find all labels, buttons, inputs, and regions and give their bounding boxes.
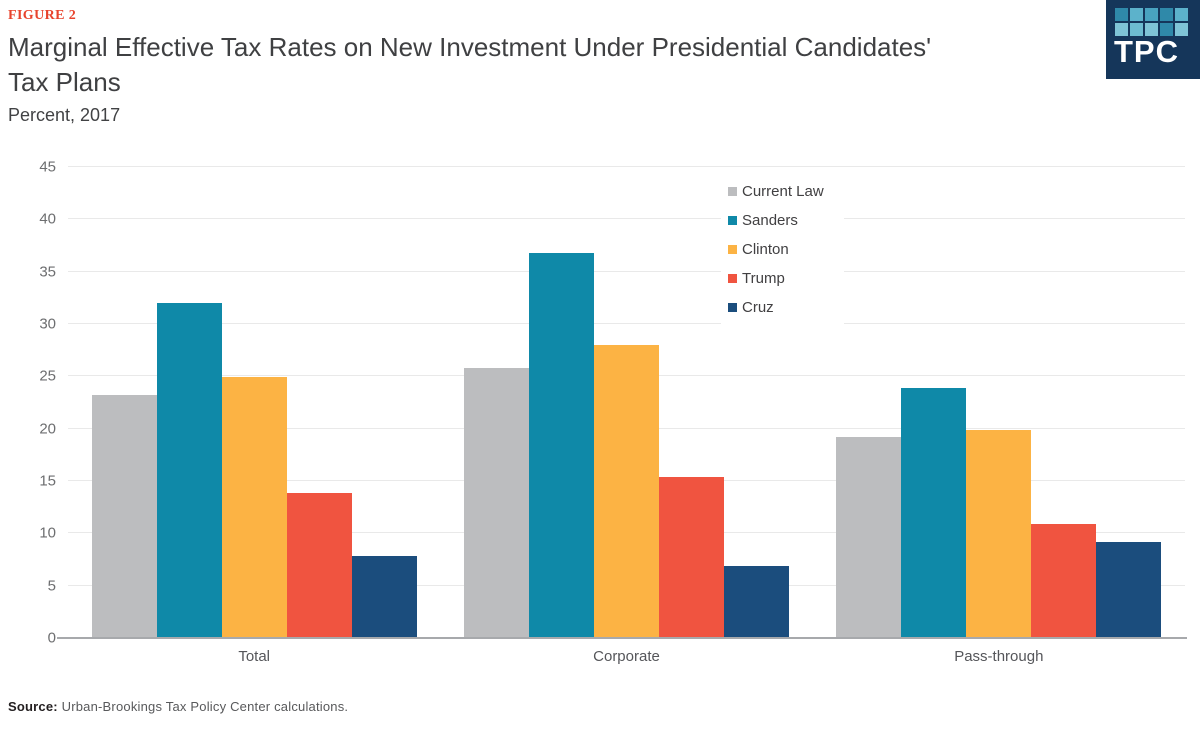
units-subtitle: Percent, 2017	[8, 105, 121, 126]
bar-cruz-total	[351, 556, 417, 638]
bar-trump-total	[286, 492, 352, 638]
bar-sanders-total	[156, 303, 222, 638]
tpc-logo: TPC	[1106, 0, 1200, 79]
legend-label: Cruz	[742, 299, 774, 316]
x-axis-labels: Total Corporate Pass-through	[68, 648, 1185, 665]
y-axis-tick-label: 30	[39, 315, 56, 333]
legend-marker-current-law	[728, 187, 737, 196]
gridline	[68, 323, 1185, 325]
y-axis-tick-label: 5	[47, 577, 56, 595]
tpc-logo-square	[1115, 23, 1128, 36]
tpc-logo-square	[1145, 8, 1158, 21]
x-axis-line	[57, 637, 1187, 639]
plot-area: Current Law Sanders Clinton Trump Cruz	[57, 166, 1187, 639]
x-axis-label-corporate: Corporate	[593, 648, 660, 665]
gridline	[68, 270, 1185, 272]
gridline	[68, 218, 1185, 220]
legend-item-cruz: Cruz	[728, 293, 824, 322]
bar-groups	[68, 167, 1185, 638]
bar-group-total	[68, 167, 440, 638]
bar-clinton-corporate	[593, 344, 659, 638]
y-axis-labels: 0 5 10 15 20 25 30 35 40 45	[0, 159, 56, 647]
legend-label: Trump	[742, 270, 785, 287]
bar-clinton-pass-through	[966, 429, 1032, 638]
y-axis-tick-label: 15	[39, 472, 56, 490]
legend-label: Current Law	[742, 183, 824, 200]
legend-marker-sanders	[728, 216, 737, 225]
tpc-logo-square	[1145, 23, 1158, 36]
y-axis-tick-label: 35	[39, 263, 56, 281]
x-axis-label-pass-through: Pass-through	[954, 648, 1044, 665]
bar-trump-pass-through	[1031, 523, 1097, 638]
source-text: Urban-Brookings Tax Policy Center calcul…	[61, 699, 349, 714]
tpc-logo-square	[1130, 23, 1143, 36]
legend: Current Law Sanders Clinton Trump Cruz	[721, 172, 844, 327]
source-note: Source: Urban-Brookings Tax Policy Cente…	[8, 699, 348, 714]
legend-marker-clinton	[728, 245, 737, 254]
tpc-logo-text: TPC	[1114, 34, 1179, 69]
y-axis-tick-label: 20	[39, 420, 56, 438]
legend-item-current-law: Current Law	[728, 177, 824, 206]
tpc-logo-square	[1115, 8, 1128, 21]
tpc-logo-square	[1175, 23, 1188, 36]
figure-label: FIGURE 2	[8, 8, 77, 23]
bar-current-law-corporate	[463, 367, 529, 638]
y-axis-tick-label: 25	[39, 367, 56, 385]
legend-label: Sanders	[742, 212, 798, 229]
x-axis-label-total: Total	[238, 648, 270, 665]
source-label: Source:	[8, 699, 58, 714]
y-axis-tick-label: 10	[39, 524, 56, 542]
page-title: Marginal Effective Tax Rates on New Inve…	[8, 32, 932, 98]
tpc-logo-grid	[1106, 0, 1200, 36]
y-axis-tick-label: 45	[39, 158, 56, 176]
y-axis-tick-label: 0	[47, 629, 56, 647]
bar-sanders-pass-through	[901, 387, 967, 638]
bar-current-law-pass-through	[836, 437, 902, 638]
bar-group-corporate	[440, 167, 812, 638]
bar-cruz-corporate	[723, 565, 789, 638]
tpc-logo-square	[1160, 8, 1173, 21]
legend-marker-cruz	[728, 303, 737, 312]
bar-trump-corporate	[658, 476, 724, 638]
legend-item-clinton: Clinton	[728, 235, 824, 264]
tpc-logo-square	[1175, 8, 1188, 21]
bar-cruz-pass-through	[1096, 541, 1162, 638]
gridline	[68, 166, 1185, 167]
tpc-logo-square	[1130, 8, 1143, 21]
y-axis-tick-label: 40	[39, 210, 56, 228]
bar-sanders-corporate	[528, 252, 594, 638]
legend-item-trump: Trump	[728, 264, 824, 293]
bar-current-law-total	[91, 395, 157, 638]
chart-header: FIGURE 2 Marginal Effective Tax Rates on…	[8, 8, 968, 126]
legend-label: Clinton	[742, 241, 789, 258]
tpc-logo-square	[1160, 23, 1173, 36]
legend-item-sanders: Sanders	[728, 206, 824, 235]
bar-clinton-total	[221, 377, 287, 638]
legend-marker-trump	[728, 274, 737, 283]
bar-group-pass-through	[813, 167, 1185, 638]
